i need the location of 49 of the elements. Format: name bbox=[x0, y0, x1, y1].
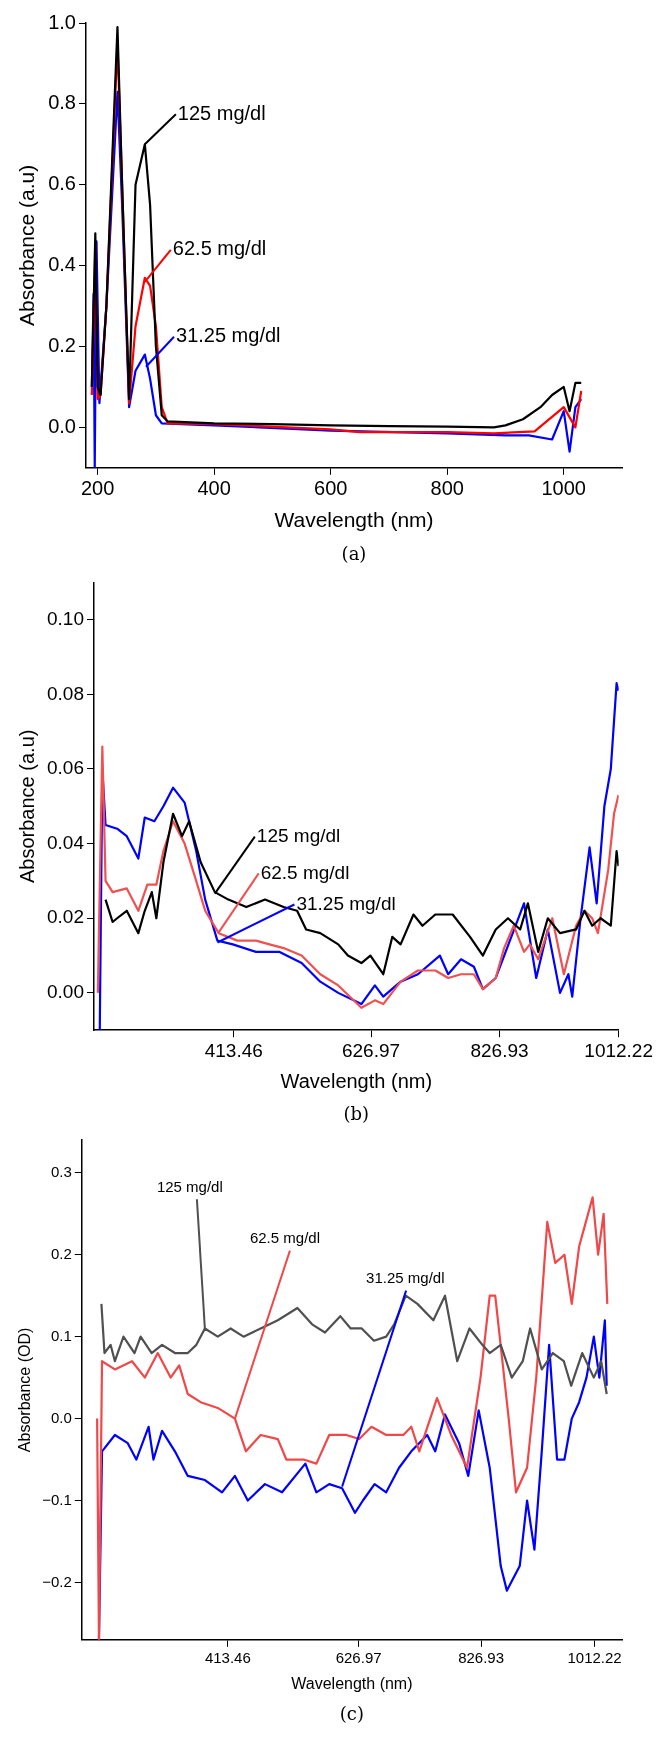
y-tick-label: 0.1 bbox=[50, 1326, 72, 1344]
y-tick-label: 0.4 bbox=[48, 253, 76, 276]
annotation: 62.5 mg/dl bbox=[260, 861, 350, 883]
x-tick-label: 1000 bbox=[541, 477, 586, 500]
x-tick-label: 826.93 bbox=[458, 1648, 505, 1666]
annotation: 31.25 mg/dl bbox=[296, 892, 396, 914]
x-tick-label: 413.46 bbox=[204, 1039, 263, 1061]
annotation: 125 mg/dl bbox=[256, 824, 341, 846]
y-tick-label: 0.2 bbox=[50, 1244, 72, 1262]
text: (a) bbox=[341, 542, 367, 564]
y-tick-label: −0.2 bbox=[42, 1572, 72, 1590]
y-tick-label: 0.06 bbox=[47, 757, 84, 779]
x-axis-title: Wavelength (nm) bbox=[291, 1674, 413, 1692]
x-axis-title: Wavelength (nm) bbox=[280, 1069, 433, 1092]
annotation: 31.25 mg/dl bbox=[176, 324, 281, 347]
x-tick-label: 1012.22 bbox=[584, 1039, 653, 1061]
text: (c) bbox=[339, 1702, 364, 1724]
text: (b) bbox=[343, 1102, 370, 1124]
x-tick-label: 800 bbox=[430, 477, 464, 500]
x-tick-label: 200 bbox=[80, 477, 115, 500]
annotation: 62.5 mg/dl bbox=[172, 237, 267, 260]
y-axis-title: Absorbance (OD) bbox=[16, 1327, 34, 1453]
y-tick-label: −0.1 bbox=[42, 1490, 72, 1508]
x-tick-label: 413.46 bbox=[204, 1648, 251, 1666]
y-tick-label: 0.08 bbox=[47, 682, 84, 704]
x-tick-label: 400 bbox=[197, 477, 231, 500]
x-tick-label: 626.97 bbox=[335, 1648, 382, 1666]
annotation: 125 mg/dl bbox=[177, 101, 266, 124]
x-tick-label: 826.93 bbox=[470, 1039, 529, 1061]
annotation: 62.5 mg/dl bbox=[249, 1229, 320, 1247]
annotation: 31.25 mg/dl bbox=[366, 1269, 445, 1287]
y-tick-label: 0.00 bbox=[47, 981, 84, 1003]
x-axis-title: Wavelength (nm) bbox=[274, 508, 434, 532]
x-tick-label: 600 bbox=[314, 477, 348, 500]
y-tick-label: 0.0 bbox=[50, 1408, 72, 1426]
y-tick-label: 0.8 bbox=[48, 91, 76, 114]
y-axis-title: Absorbance (a.u) bbox=[15, 164, 39, 326]
y-tick-label: 0.0 bbox=[48, 414, 76, 437]
y-tick-label: 0.10 bbox=[47, 607, 84, 629]
y-tick-label: 0.2 bbox=[48, 334, 76, 357]
x-tick-label: 1012.22 bbox=[567, 1648, 622, 1666]
x-tick-label: 626.97 bbox=[341, 1039, 401, 1061]
y-tick-label: 0.04 bbox=[47, 831, 85, 853]
y-tick-label: 1.0 bbox=[48, 10, 76, 33]
annotation: 125 mg/dl bbox=[156, 1177, 223, 1195]
y-axis-title: Absorbance (a.u) bbox=[15, 729, 38, 884]
y-tick-label: 0.02 bbox=[47, 906, 84, 928]
y-tick-label: 0.6 bbox=[48, 172, 76, 195]
y-tick-label: 0.3 bbox=[50, 1162, 72, 1180]
